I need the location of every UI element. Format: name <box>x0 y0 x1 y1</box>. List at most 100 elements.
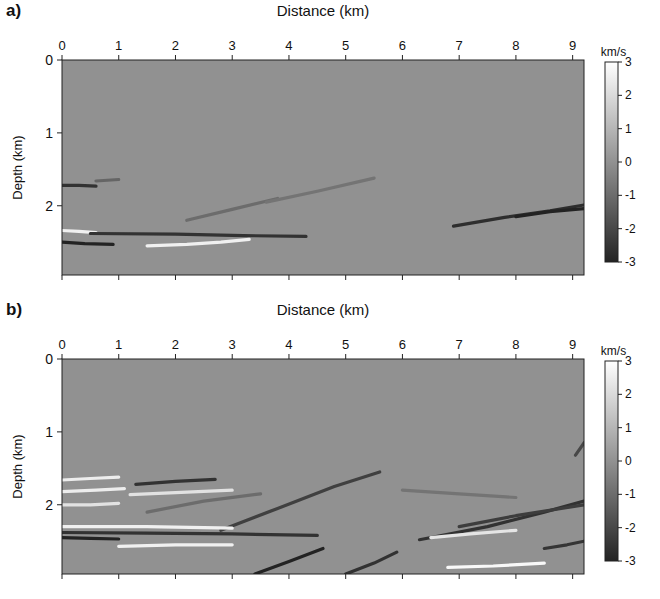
reflector <box>346 552 397 574</box>
x-tick <box>175 354 176 359</box>
reflector <box>431 530 516 537</box>
x-tick-label: 0 <box>58 337 65 352</box>
colorbar-tick <box>618 394 622 395</box>
reflector <box>62 184 96 188</box>
x-tick <box>118 574 119 579</box>
x-axis-title: Distance (km) <box>277 301 370 318</box>
colorbar-tick <box>618 494 622 495</box>
colorbar-tick-label: -3 <box>625 554 636 568</box>
y-tick <box>57 205 62 206</box>
x-tick <box>402 574 403 579</box>
reflector <box>147 494 261 512</box>
reflector <box>459 505 584 527</box>
colorbar-tick-label: -2 <box>625 521 636 535</box>
y-tick-label: 0 <box>45 52 53 68</box>
x-tick-label: 5 <box>342 337 349 352</box>
x-tick <box>175 55 176 60</box>
reflectors <box>62 443 584 574</box>
y-tick-label: 0 <box>45 351 53 367</box>
colorbar-tick <box>618 262 622 263</box>
reflector <box>62 538 119 539</box>
reflectors <box>62 178 584 246</box>
y-axis-title: Depth (km) <box>10 434 25 498</box>
colorbar <box>605 361 618 561</box>
reflector <box>96 180 119 182</box>
reflector <box>130 490 232 494</box>
x-tick <box>175 275 176 280</box>
x-tick <box>118 275 119 280</box>
reflector <box>62 242 113 244</box>
colorbar-tick-label: -1 <box>625 188 636 202</box>
reflector <box>62 477 119 480</box>
x-tick-label: 2 <box>172 337 179 352</box>
x-tick <box>232 55 233 60</box>
reflector <box>62 489 124 492</box>
reflector <box>62 533 317 536</box>
x-tick <box>459 354 460 359</box>
plot-frame <box>62 359 584 574</box>
y-tick <box>57 431 62 432</box>
y-tick <box>57 60 62 61</box>
reflector <box>147 239 249 246</box>
reflector <box>62 503 119 505</box>
x-tick-label: 8 <box>512 38 519 53</box>
y-tick-label: 1 <box>45 424 53 440</box>
colorbar-tick <box>618 461 622 462</box>
x-tick <box>345 354 346 359</box>
colorbar-tick <box>618 228 622 229</box>
reflector <box>448 563 545 567</box>
x-tick <box>288 275 289 280</box>
colorbar-tick <box>618 527 622 528</box>
colorbar-tick-label: -2 <box>625 222 636 236</box>
colorbar-tick <box>618 162 622 163</box>
colorbar-tick-label: 2 <box>625 387 632 401</box>
reflector <box>266 178 374 202</box>
x-tick <box>572 275 573 280</box>
colorbar-tick-label: -1 <box>625 487 636 501</box>
colorbar-tick-label: -3 <box>625 255 636 269</box>
x-tick-label: 4 <box>285 337 292 352</box>
plot-background <box>62 60 584 275</box>
x-tick-label: 5 <box>342 38 349 53</box>
panel-letter: a) <box>6 1 21 20</box>
y-tick <box>57 504 62 505</box>
x-tick-label: 1 <box>115 337 122 352</box>
colorbar-tick <box>618 128 622 129</box>
colorbar-label: km/s <box>601 344 626 358</box>
x-tick-label: 4 <box>285 38 292 53</box>
plot-background <box>62 359 584 574</box>
reflector <box>544 541 584 548</box>
colorbar-tick <box>618 195 622 196</box>
panel-letter: b) <box>6 300 22 319</box>
x-tick <box>288 55 289 60</box>
reflector <box>221 472 380 530</box>
x-tick-label: 0 <box>58 38 65 53</box>
x-tick <box>345 275 346 280</box>
x-tick <box>62 55 63 60</box>
colorbar-tick-label: 3 <box>625 55 632 69</box>
colorbar-tick-label: 0 <box>625 454 632 468</box>
reflector <box>420 501 585 540</box>
x-tick-label: 7 <box>456 337 463 352</box>
x-tick <box>345 55 346 60</box>
x-tick <box>515 275 516 280</box>
reflector <box>454 205 585 226</box>
y-axis-title: Depth (km) <box>10 135 25 199</box>
x-tick-label: 7 <box>456 38 463 53</box>
x-tick-label: 9 <box>569 38 576 53</box>
y-tick-label: 2 <box>45 497 53 513</box>
x-tick <box>232 275 233 280</box>
x-tick-label: 6 <box>399 38 406 53</box>
x-tick <box>515 354 516 359</box>
x-tick-label: 3 <box>229 337 236 352</box>
x-axis-title: Distance (km) <box>277 2 370 19</box>
x-tick <box>572 574 573 579</box>
y-tick <box>57 359 62 360</box>
x-tick <box>62 574 63 579</box>
x-tick <box>402 55 403 60</box>
colorbar-tick-label: 2 <box>625 88 632 102</box>
colorbar-tick <box>618 427 622 428</box>
reflector <box>255 549 323 575</box>
colorbar-tick-label: 3 <box>625 354 632 368</box>
x-tick <box>232 574 233 579</box>
